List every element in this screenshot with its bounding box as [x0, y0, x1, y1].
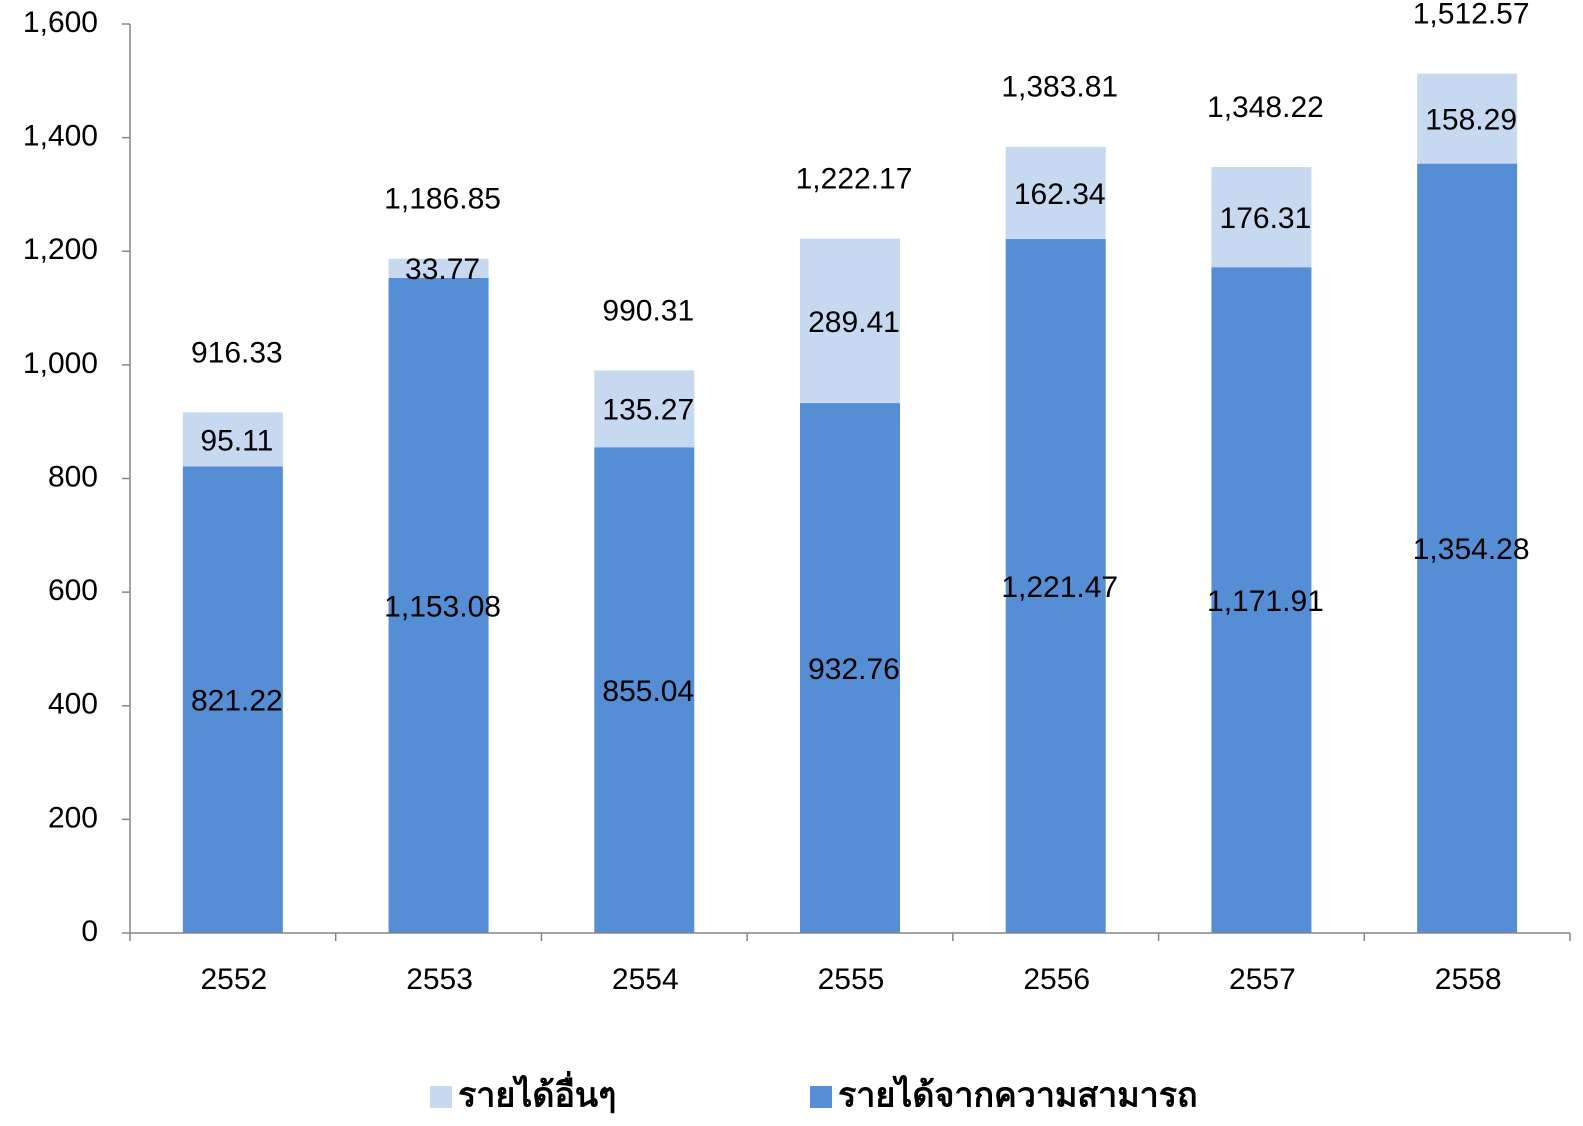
x-tick-label: 2554 — [612, 963, 679, 996]
y-tick-label: 1,000 — [23, 347, 98, 380]
y-tick-label: 200 — [48, 801, 98, 834]
legend legend-label: รายได้อื่นๆ — [458, 1071, 616, 1116]
bar-segment — [800, 238, 900, 404]
y-tick-label: 1,400 — [23, 120, 98, 153]
y-tick-label: 1,200 — [23, 233, 98, 266]
x-tick-label: 2558 — [1435, 963, 1502, 996]
data-label: 1,354.28 — [1413, 533, 1530, 566]
data-label: 1,221.47 — [1001, 571, 1118, 604]
total-label: 1,186.85 — [384, 183, 501, 216]
bar-segment — [1211, 167, 1312, 268]
bar-segment — [182, 412, 283, 467]
data-label: 176.31 — [1220, 202, 1312, 235]
bar-segment — [388, 258, 489, 278]
data-label: 33.77 — [405, 253, 480, 286]
data-label: 1,171.91 — [1207, 585, 1324, 618]
x-tick-label: 2553 — [406, 963, 473, 996]
x-tick-label: 2556 — [1023, 963, 1090, 996]
bar-segment — [1417, 163, 1518, 933]
total-label: 1,512.57 — [1413, 0, 1530, 31]
y-tick-label: 1,600 — [23, 6, 98, 39]
data-label: 821.22 — [191, 685, 283, 718]
total-label: 916.33 — [191, 336, 283, 369]
total-label: 1,348.22 — [1207, 91, 1324, 124]
bar-segment — [1005, 239, 1106, 933]
data-label: 289.41 — [808, 306, 900, 339]
data-label: 135.27 — [602, 394, 694, 427]
legend legend-label: รายได้จากความสามารถ — [838, 1075, 1198, 1116]
total-label: 1,383.81 — [1001, 71, 1118, 104]
x-tick-label: 2552 — [200, 963, 267, 996]
y-tick-label: 0 — [81, 915, 98, 948]
data-label: 855.04 — [602, 675, 694, 708]
y-tick-label: 600 — [48, 574, 98, 607]
bar-segment — [1417, 73, 1518, 164]
bar-segment — [1211, 267, 1312, 933]
bar-segment — [182, 466, 283, 933]
legend-swatch — [810, 1086, 832, 1108]
bar-segment — [1005, 146, 1106, 240]
bar-segment — [388, 277, 489, 933]
bar-segment — [800, 403, 900, 934]
y-tick-label: 400 — [48, 688, 98, 721]
legend-swatch — [430, 1086, 452, 1108]
data-label: 932.76 — [808, 653, 900, 686]
data-label: 95.11 — [200, 424, 273, 457]
x-tick-label: 2555 — [818, 963, 885, 996]
data-label: 162.34 — [1014, 178, 1106, 211]
y-tick-label: 800 — [48, 460, 98, 493]
x-tick-label: 2557 — [1229, 963, 1296, 996]
bar-segment — [594, 370, 695, 448]
total-label: 990.31 — [602, 294, 694, 327]
data-label: 158.29 — [1425, 104, 1517, 137]
bar-segment — [594, 447, 695, 933]
data-label: 1,153.08 — [384, 590, 501, 623]
total-label: 1,222.17 — [796, 163, 913, 196]
